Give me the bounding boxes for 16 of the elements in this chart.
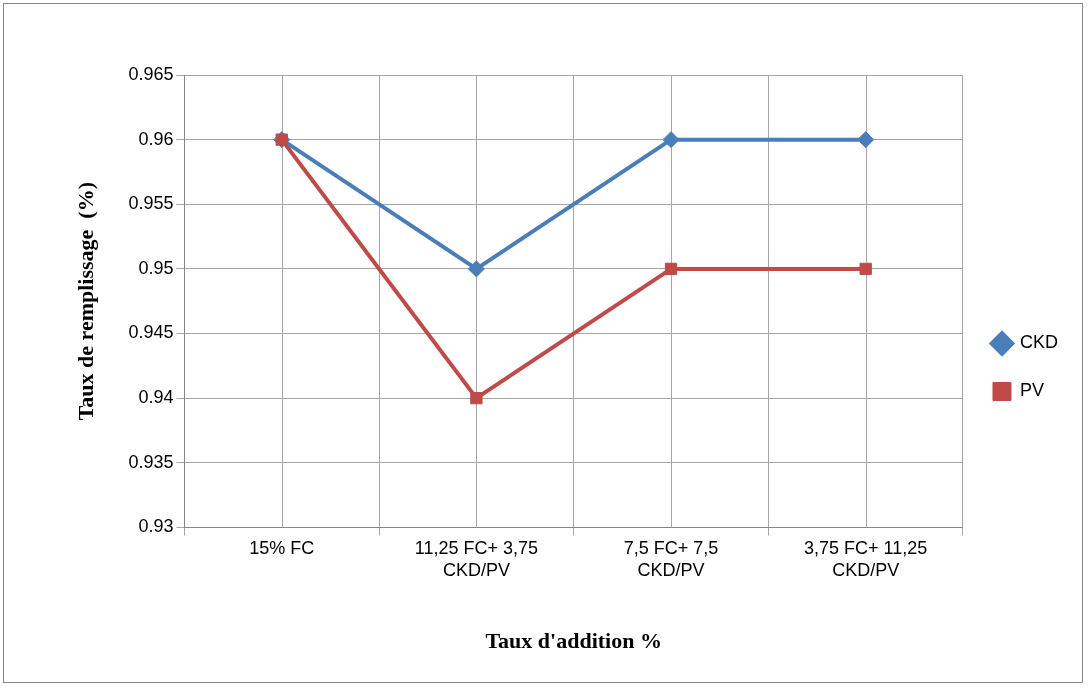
y-axis-title: Taux de remplissage (%) <box>72 182 98 421</box>
y-tick-label: 0.93 <box>138 516 174 537</box>
y-tick-label: 0.94 <box>138 387 174 408</box>
legend-label: CKD <box>1020 332 1059 353</box>
y-tick-label: 0.965 <box>128 63 174 84</box>
x-tick-label: 7,5 FC+ 7,5 CKD/PV <box>623 538 719 580</box>
y-tick-label: 0.96 <box>138 128 174 149</box>
x-axis-title: Taux d'addition % <box>485 628 662 654</box>
y-tick-label: 0.935 <box>128 451 174 472</box>
x-tick-label: 15% FC <box>249 538 315 559</box>
x-tick-label: 3,75 FC+ 11,25 CKD/PV <box>804 538 928 580</box>
y-tick-label: 0.945 <box>128 322 174 343</box>
y-tick-label: 0.95 <box>138 257 174 278</box>
x-tick-label: 11,25 FC+ 3,75 CKD/PV <box>414 538 539 580</box>
y-tick-label: 0.955 <box>128 193 174 214</box>
legend-label: PV <box>1020 380 1045 401</box>
